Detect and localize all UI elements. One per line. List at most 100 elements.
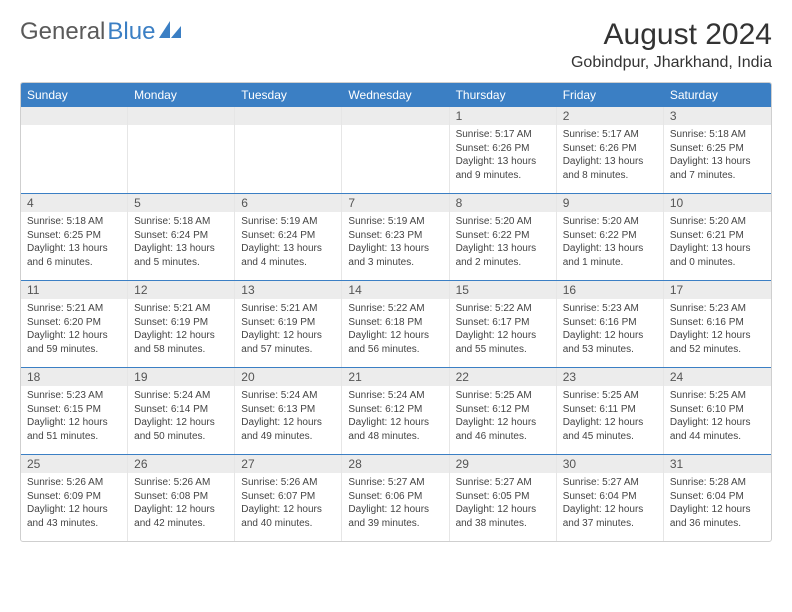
calendar-week-row: 4Sunrise: 5:18 AMSunset: 6:25 PMDaylight… bbox=[21, 193, 771, 280]
sunset-text: Sunset: 6:22 PM bbox=[456, 229, 550, 243]
daylight-text: Daylight: 12 hours and 51 minutes. bbox=[27, 416, 121, 443]
sunrise-text: Sunrise: 5:20 AM bbox=[456, 215, 550, 229]
day-number: . bbox=[21, 107, 127, 125]
sunset-text: Sunset: 6:24 PM bbox=[134, 229, 228, 243]
day-cell: 16Sunrise: 5:23 AMSunset: 6:16 PMDayligh… bbox=[557, 281, 664, 367]
day-number: 10 bbox=[664, 194, 771, 212]
sunrise-text: Sunrise: 5:26 AM bbox=[134, 476, 228, 490]
day-cell: 23Sunrise: 5:25 AMSunset: 6:11 PMDayligh… bbox=[557, 368, 664, 454]
day-detail: Sunrise: 5:25 AMSunset: 6:12 PMDaylight:… bbox=[450, 386, 556, 446]
sunrise-text: Sunrise: 5:20 AM bbox=[670, 215, 765, 229]
day-cell: 15Sunrise: 5:22 AMSunset: 6:17 PMDayligh… bbox=[450, 281, 557, 367]
day-number: 23 bbox=[557, 368, 663, 386]
sunrise-text: Sunrise: 5:18 AM bbox=[134, 215, 228, 229]
sunrise-text: Sunrise: 5:27 AM bbox=[348, 476, 442, 490]
sunrise-text: Sunrise: 5:22 AM bbox=[348, 302, 442, 316]
sunrise-text: Sunrise: 5:27 AM bbox=[563, 476, 657, 490]
day-detail: Sunrise: 5:27 AMSunset: 6:05 PMDaylight:… bbox=[450, 473, 556, 533]
sunrise-text: Sunrise: 5:22 AM bbox=[456, 302, 550, 316]
day-number: 22 bbox=[450, 368, 556, 386]
sunset-text: Sunset: 6:11 PM bbox=[563, 403, 657, 417]
day-number: 29 bbox=[450, 455, 556, 473]
daylight-text: Daylight: 12 hours and 38 minutes. bbox=[456, 503, 550, 530]
day-cell: 7Sunrise: 5:19 AMSunset: 6:23 PMDaylight… bbox=[342, 194, 449, 280]
daylight-text: Daylight: 12 hours and 50 minutes. bbox=[134, 416, 228, 443]
sunrise-text: Sunrise: 5:25 AM bbox=[456, 389, 550, 403]
day-cell: 25Sunrise: 5:26 AMSunset: 6:09 PMDayligh… bbox=[21, 455, 128, 541]
day-number: . bbox=[128, 107, 234, 125]
sunrise-text: Sunrise: 5:21 AM bbox=[27, 302, 121, 316]
sunrise-text: Sunrise: 5:21 AM bbox=[134, 302, 228, 316]
sunset-text: Sunset: 6:26 PM bbox=[563, 142, 657, 156]
daylight-text: Daylight: 12 hours and 43 minutes. bbox=[27, 503, 121, 530]
calendar-week-row: 18Sunrise: 5:23 AMSunset: 6:15 PMDayligh… bbox=[21, 367, 771, 454]
daylight-text: Daylight: 13 hours and 0 minutes. bbox=[670, 242, 765, 269]
logo-text-1: General bbox=[20, 18, 105, 46]
daylight-text: Daylight: 12 hours and 56 minutes. bbox=[348, 329, 442, 356]
day-detail: Sunrise: 5:18 AMSunset: 6:24 PMDaylight:… bbox=[128, 212, 234, 272]
day-cell: . bbox=[21, 107, 128, 193]
day-number: 4 bbox=[21, 194, 127, 212]
daylight-text: Daylight: 12 hours and 39 minutes. bbox=[348, 503, 442, 530]
sunset-text: Sunset: 6:15 PM bbox=[27, 403, 121, 417]
day-detail: Sunrise: 5:17 AMSunset: 6:26 PMDaylight:… bbox=[450, 125, 556, 185]
day-cell: 2Sunrise: 5:17 AMSunset: 6:26 PMDaylight… bbox=[557, 107, 664, 193]
day-cell: 13Sunrise: 5:21 AMSunset: 6:19 PMDayligh… bbox=[235, 281, 342, 367]
day-number: 3 bbox=[664, 107, 771, 125]
sunrise-text: Sunrise: 5:21 AM bbox=[241, 302, 335, 316]
sunset-text: Sunset: 6:25 PM bbox=[670, 142, 765, 156]
day-number: 14 bbox=[342, 281, 448, 299]
daylight-text: Daylight: 13 hours and 6 minutes. bbox=[27, 242, 121, 269]
sunrise-text: Sunrise: 5:19 AM bbox=[241, 215, 335, 229]
weekday-mon: Monday bbox=[128, 83, 235, 107]
weekday-wed: Wednesday bbox=[342, 83, 449, 107]
day-number: 20 bbox=[235, 368, 341, 386]
sunset-text: Sunset: 6:07 PM bbox=[241, 490, 335, 504]
day-number: 24 bbox=[664, 368, 771, 386]
day-number: 25 bbox=[21, 455, 127, 473]
day-cell: 6Sunrise: 5:19 AMSunset: 6:24 PMDaylight… bbox=[235, 194, 342, 280]
day-detail: Sunrise: 5:19 AMSunset: 6:24 PMDaylight:… bbox=[235, 212, 341, 272]
day-cell: 11 Sunrise: 5:21 AMSunset: 6:20 PMDayligh… bbox=[21, 281, 128, 367]
sunset-text: Sunset: 6:20 PM bbox=[27, 316, 121, 330]
weekday-header: Sunday Monday Tuesday Wednesday Thursday… bbox=[21, 83, 771, 107]
day-number: 2 bbox=[557, 107, 663, 125]
sunrise-text: Sunrise: 5:19 AM bbox=[348, 215, 442, 229]
sunset-text: Sunset: 6:19 PM bbox=[134, 316, 228, 330]
day-number: 11 bbox=[21, 281, 127, 299]
weeks-container: ....1Sunrise: 5:17 AMSunset: 6:26 PMDayl… bbox=[21, 107, 771, 541]
sunrise-text: Sunrise: 5:25 AM bbox=[563, 389, 657, 403]
day-number: 28 bbox=[342, 455, 448, 473]
day-cell: 1Sunrise: 5:17 AMSunset: 6:26 PMDaylight… bbox=[450, 107, 557, 193]
day-detail: Sunrise: 5:26 AMSunset: 6:07 PMDaylight:… bbox=[235, 473, 341, 533]
day-number: 31 bbox=[664, 455, 771, 473]
day-number: 13 bbox=[235, 281, 341, 299]
daylight-text: Daylight: 13 hours and 8 minutes. bbox=[563, 155, 657, 182]
daylight-text: Daylight: 12 hours and 59 minutes. bbox=[27, 329, 121, 356]
day-detail: Sunrise: 5:26 AMSunset: 6:08 PMDaylight:… bbox=[128, 473, 234, 533]
day-detail: Sunrise: 5:20 AMSunset: 6:21 PMDaylight:… bbox=[664, 212, 771, 272]
day-cell: 26Sunrise: 5:26 AMSunset: 6:08 PMDayligh… bbox=[128, 455, 235, 541]
day-cell: 17Sunrise: 5:23 AMSunset: 6:16 PMDayligh… bbox=[664, 281, 771, 367]
sunrise-text: Sunrise: 5:25 AM bbox=[670, 389, 765, 403]
day-cell: 4Sunrise: 5:18 AMSunset: 6:25 PMDaylight… bbox=[21, 194, 128, 280]
day-cell: 31Sunrise: 5:28 AMSunset: 6:04 PMDayligh… bbox=[664, 455, 771, 541]
sunset-text: Sunset: 6:12 PM bbox=[348, 403, 442, 417]
sunset-text: Sunset: 6:25 PM bbox=[27, 229, 121, 243]
sunset-text: Sunset: 6:04 PM bbox=[670, 490, 765, 504]
day-number: . bbox=[235, 107, 341, 125]
sunrise-text: Sunrise: 5:24 AM bbox=[348, 389, 442, 403]
logo-sail-icon bbox=[159, 18, 181, 46]
logo: GeneralBlue bbox=[20, 18, 181, 46]
sunrise-text: Sunrise: 5:23 AM bbox=[670, 302, 765, 316]
sunset-text: Sunset: 6:10 PM bbox=[670, 403, 765, 417]
daylight-text: Daylight: 12 hours and 52 minutes. bbox=[670, 329, 765, 356]
daylight-text: Daylight: 13 hours and 1 minute. bbox=[563, 242, 657, 269]
sunset-text: Sunset: 6:17 PM bbox=[456, 316, 550, 330]
day-number: 16 bbox=[557, 281, 663, 299]
calendar-week-row: ....1Sunrise: 5:17 AMSunset: 6:26 PMDayl… bbox=[21, 107, 771, 193]
daylight-text: Daylight: 13 hours and 4 minutes. bbox=[241, 242, 335, 269]
calendar-grid: Sunday Monday Tuesday Wednesday Thursday… bbox=[20, 82, 772, 542]
daylight-text: Daylight: 12 hours and 49 minutes. bbox=[241, 416, 335, 443]
sunrise-text: Sunrise: 5:18 AM bbox=[670, 128, 765, 142]
